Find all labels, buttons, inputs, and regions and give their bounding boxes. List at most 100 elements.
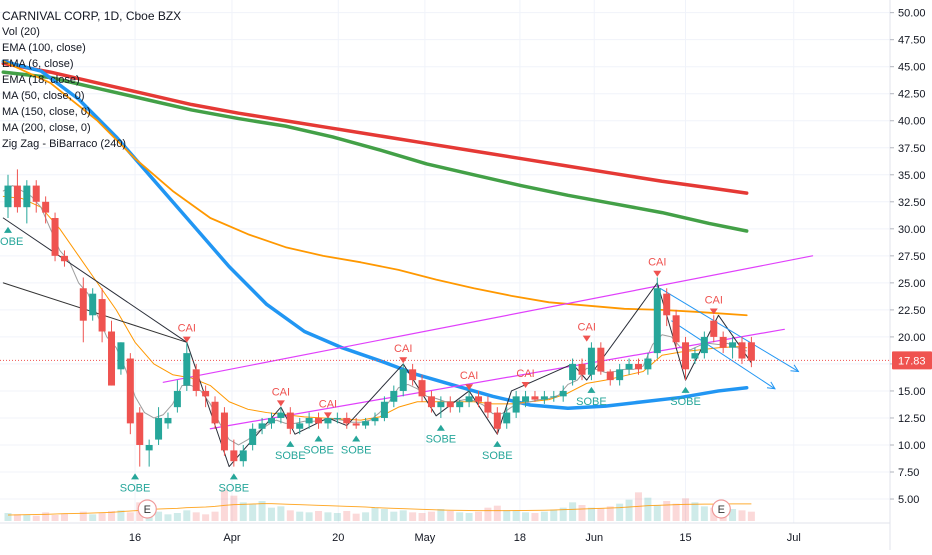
candle-body: [117, 342, 125, 370]
candle-body: [108, 331, 116, 386]
indicator-label-ema6[interactable]: EMA (6, close): [2, 58, 74, 70]
price-axis-label: 5.00: [898, 494, 919, 506]
volume-bar: [682, 498, 690, 521]
volume-bar: [333, 513, 341, 521]
candle: [738, 336, 746, 364]
candle-body: [51, 218, 59, 256]
volume-bar: [286, 510, 294, 521]
candle-body: [183, 353, 191, 386]
last-price-badge: [892, 351, 932, 370]
price-axis-label: 22.50: [898, 305, 926, 317]
candle: [719, 331, 727, 354]
ma150-line: [1, 70, 749, 233]
volume-bar: [267, 507, 275, 521]
candle-body: [719, 336, 727, 348]
sell-signal-label: CAI: [578, 322, 596, 334]
candle-body: [456, 401, 464, 408]
candle-body: [371, 417, 379, 422]
candle-body: [729, 342, 737, 348]
candle: [60, 250, 68, 267]
time-axis-label: 15: [679, 532, 691, 544]
volume-bar: [559, 507, 567, 521]
volume-bar: [663, 501, 671, 521]
indicator-label-ma200[interactable]: MA (200, close, 0): [2, 122, 91, 134]
candle: [277, 407, 285, 424]
volume-bar: [475, 511, 483, 521]
candle: [145, 439, 153, 467]
buy-signal-label: SOBE: [219, 482, 250, 494]
candle-body: [155, 417, 163, 440]
candle-body: [192, 369, 200, 391]
sell-signal-label: CAI: [394, 343, 412, 355]
volume-bar: [456, 512, 464, 521]
candle: [202, 385, 210, 408]
candle-body: [352, 423, 360, 426]
candle: [625, 358, 633, 375]
candle-body: [202, 390, 210, 397]
volume-bar: [700, 506, 708, 521]
candle-body: [663, 293, 671, 316]
candle-body: [126, 358, 134, 424]
volume-bar: [155, 511, 163, 521]
volume-bar: [578, 505, 586, 521]
candle-body: [89, 293, 97, 316]
candle-body: [230, 450, 238, 462]
candle-body: [475, 396, 483, 402]
sell-signal-label: CAI: [319, 398, 337, 410]
time-axis-label: Jun: [585, 532, 603, 544]
price-axis-label: 15.00: [898, 386, 926, 398]
volume-bar: [653, 505, 661, 521]
volume-bar: [79, 511, 87, 521]
candle: [747, 336, 755, 368]
candle-body: [691, 353, 699, 359]
volume-bar: [13, 514, 21, 521]
sell-signal-icon: [182, 336, 191, 343]
time-axis-label: Jul: [787, 532, 801, 544]
indicator-label-zigzag[interactable]: Zig Zag - BiBarraco (240): [2, 138, 127, 150]
sell-signal-label: CAI: [516, 368, 534, 380]
volume-bar: [503, 510, 511, 521]
candle-body: [747, 342, 755, 361]
volume-bar: [625, 499, 633, 521]
candle-body: [60, 255, 68, 262]
candle: [220, 407, 228, 456]
price-axis-label: 7.50: [898, 467, 919, 479]
time-axis[interactable]: Mar16Apr20May18Jun15Jul: [0, 532, 801, 544]
candle: [23, 180, 31, 224]
candle-body: [503, 412, 511, 424]
candle-body: [267, 417, 275, 424]
candle: [371, 412, 379, 426]
volume-bar: [616, 503, 624, 521]
candle-body: [211, 401, 219, 424]
indicator-label-ema100[interactable]: EMA (100, close): [2, 42, 86, 54]
price-axis-label: 42.50: [898, 89, 926, 101]
candle: [324, 417, 332, 429]
earnings-marker: [711, 499, 731, 519]
buy-signal-icon: [352, 435, 361, 442]
candle-body: [569, 363, 577, 381]
candle-body: [164, 417, 172, 424]
candle-body: [437, 401, 445, 408]
candle: [484, 396, 492, 418]
candle: [672, 309, 680, 348]
indicator-label-ema18[interactable]: EMA (18, close): [2, 74, 80, 86]
volume-bar: [418, 513, 426, 521]
indicator-label-vol[interactable]: Vol (20): [2, 26, 40, 38]
price-axis-label: 30.00: [898, 224, 926, 236]
buy-signal-label: SOBE: [426, 434, 457, 446]
candle-body: [409, 369, 417, 381]
volume-bar: [672, 503, 680, 521]
indicator-label-ma150[interactable]: MA (150, close, 0): [2, 106, 91, 118]
candle: [587, 342, 595, 381]
candle: [418, 374, 426, 402]
volume-bar: [108, 511, 116, 521]
candle-body: [239, 450, 247, 462]
volume-bar: [42, 512, 50, 521]
indicator-label-ma50[interactable]: MA (50, close, 0): [2, 90, 85, 102]
candle: [4, 174, 12, 219]
sell-signal-icon: [582, 335, 591, 342]
volume-bar: [522, 512, 530, 521]
